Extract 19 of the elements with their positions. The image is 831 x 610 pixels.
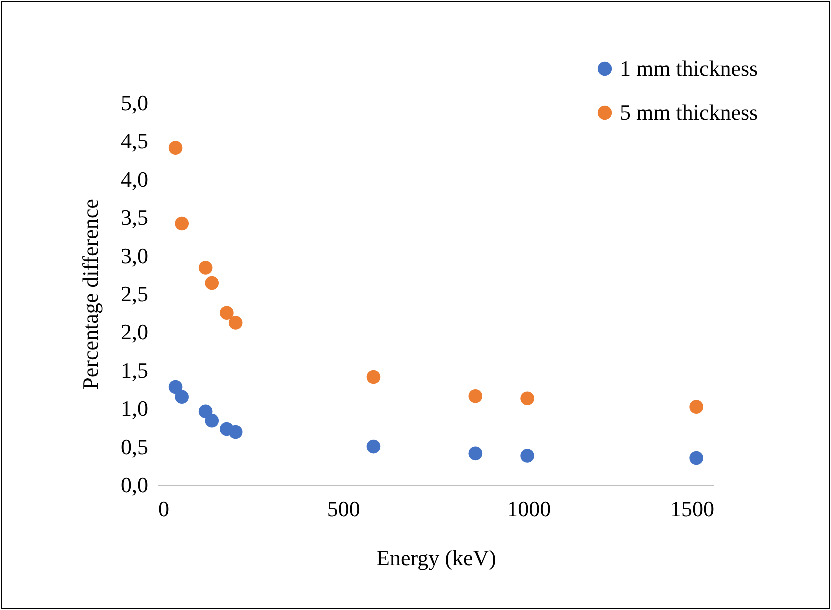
y-tick-label: 2,0	[121, 320, 148, 345]
x-tick-label: 1000	[507, 496, 552, 522]
x-axis-title: Energy (keV)	[376, 546, 496, 570]
x-tick-label: 500	[327, 496, 360, 522]
x-tick-label: 0	[158, 496, 170, 522]
y-tick-label: 1,5	[121, 358, 148, 383]
y-tick-label: 4,0	[121, 166, 148, 192]
y-tick-label: 3,5	[121, 205, 148, 230]
y-axis-title: Percentage difference	[78, 199, 103, 390]
y-tick-label: 3,0	[121, 243, 148, 268]
y-tick-label: 5,0	[121, 90, 148, 116]
legend-label: 5 mm thickness	[620, 100, 758, 125]
y-tick-label: 0,0	[121, 472, 148, 498]
legend-label: 1 mm thickness	[620, 56, 758, 81]
y-tick-label: 1,0	[121, 396, 148, 422]
y-tick-label: 4,5	[121, 128, 148, 154]
x-tick-label: 1500	[670, 496, 714, 522]
y-tick-label: 2,5	[121, 282, 148, 306]
y-tick-label: 0,5	[121, 434, 148, 460]
